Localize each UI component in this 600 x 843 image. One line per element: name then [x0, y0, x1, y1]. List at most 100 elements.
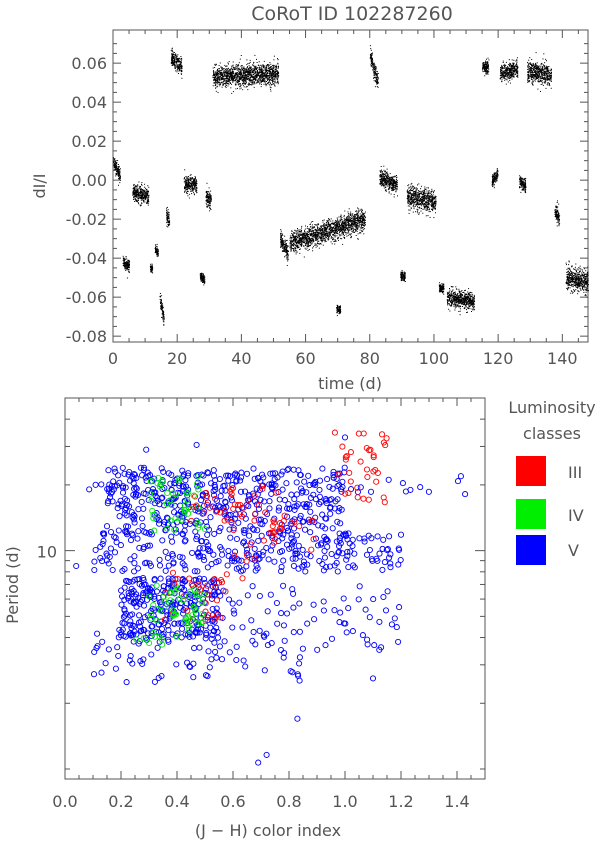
light-curve-point: [187, 189, 189, 191]
light-curve-point: [329, 234, 331, 236]
light-curve-point: [259, 80, 261, 82]
light-curve-point: [281, 233, 283, 235]
light-curve-point: [254, 65, 256, 67]
light-curve-point: [263, 83, 265, 85]
light-curve-point: [175, 70, 177, 72]
light-curve-point: [193, 179, 195, 181]
light-curve-point: [278, 75, 279, 77]
light-curve-point: [317, 229, 319, 231]
light-curve-point: [338, 236, 340, 238]
light-curve-point: [157, 254, 159, 256]
light-curve-point: [225, 78, 226, 80]
light-curve-point: [232, 71, 234, 73]
light-curve-point: [273, 73, 275, 75]
light-curve-point: [349, 224, 351, 226]
light-curve-point: [145, 192, 147, 194]
light-curve-point: [203, 275, 205, 277]
light-curve-point: [270, 66, 272, 68]
light-curve-point: [114, 165, 116, 167]
light-curve-point: [331, 228, 333, 230]
light-curve-point: [147, 204, 149, 206]
light-curve-point: [302, 242, 304, 244]
light-curve-point: [312, 241, 314, 243]
light-curve-point: [212, 75, 214, 77]
light-curve-point: [316, 231, 318, 233]
light-curve-point: [240, 70, 242, 72]
light-curve-point: [118, 175, 120, 177]
light-curve-point: [157, 249, 159, 250]
light-curve-point: [115, 166, 116, 168]
light-curve-point: [277, 81, 279, 83]
light-curve-point: [360, 208, 362, 210]
light-curve-point: [161, 309, 163, 311]
light-curve-point: [312, 232, 314, 234]
light-curve-point: [329, 223, 331, 225]
light-curve-point: [326, 236, 328, 237]
light-curve-point: [249, 70, 251, 72]
light-curve-point: [275, 67, 277, 68]
light-curve-point: [260, 70, 262, 72]
light-curve-point: [263, 78, 265, 80]
light-curve-point: [117, 171, 119, 173]
light-curve-point: [234, 83, 236, 85]
light-curve-point: [172, 57, 174, 59]
light-curve-point: [206, 199, 208, 201]
light-curve-point: [219, 73, 221, 75]
light-curve-point: [176, 61, 178, 63]
light-curve-point: [286, 257, 288, 259]
light-curve-point: [313, 239, 315, 241]
light-curve-point: [295, 230, 297, 232]
light-curve-point: [265, 84, 267, 85]
light-curve-point: [364, 222, 366, 224]
light-curve-point: [286, 265, 288, 266]
light-curve-point: [325, 237, 327, 239]
light-curve-point: [354, 225, 356, 227]
light-curve-point: [203, 275, 205, 277]
light-curve-point: [350, 217, 352, 219]
light-curve-point: [186, 181, 188, 183]
light-curve-point: [219, 77, 221, 79]
light-curve-point: [355, 226, 357, 228]
light-curve-point: [298, 231, 300, 233]
light-curve-point: [339, 228, 341, 230]
light-curve-point: [301, 239, 303, 241]
light-curve-point: [138, 202, 139, 204]
light-curve-point: [175, 54, 177, 56]
light-curve-point: [336, 310, 338, 312]
light-curve-point: [290, 249, 292, 251]
light-curve-point: [281, 240, 283, 242]
light-curve-point: [191, 182, 193, 184]
light-curve-point: [229, 80, 231, 82]
light-curve-point: [263, 60, 265, 62]
light-curve-point: [167, 211, 169, 213]
light-curve-point: [306, 233, 308, 235]
light-curve-point: [281, 235, 282, 237]
light-curve-point: [209, 197, 211, 199]
light-curve-point: [210, 195, 212, 196]
light-curve-point: [145, 194, 147, 196]
light-curve-point: [148, 196, 150, 198]
light-curve-point: [300, 238, 302, 240]
light-curve-point: [202, 273, 204, 274]
light-curve-point: [173, 62, 175, 64]
light-curve-point: [124, 268, 126, 270]
light-curve-point: [231, 71, 233, 73]
light-curve-point: [306, 227, 308, 229]
light-curve-point: [323, 230, 325, 232]
light-curve-point: [242, 72, 244, 74]
light-curve-point: [336, 315, 338, 317]
light-curve-point: [196, 183, 197, 185]
light-curve-point: [262, 72, 264, 74]
light-curve-point: [358, 209, 360, 211]
light-curve-point: [295, 239, 297, 241]
light-curve-point: [274, 68, 276, 70]
light-curve-point: [240, 73, 242, 74]
light-curve-point: [248, 77, 250, 79]
light-curve-point: [114, 158, 116, 160]
light-curve-point: [166, 209, 168, 211]
light-curve-point: [203, 281, 204, 283]
light-curve-point: [134, 187, 136, 189]
light-curve-point: [322, 228, 324, 230]
light-curve-point: [206, 192, 208, 194]
light-curve-point: [352, 225, 354, 227]
